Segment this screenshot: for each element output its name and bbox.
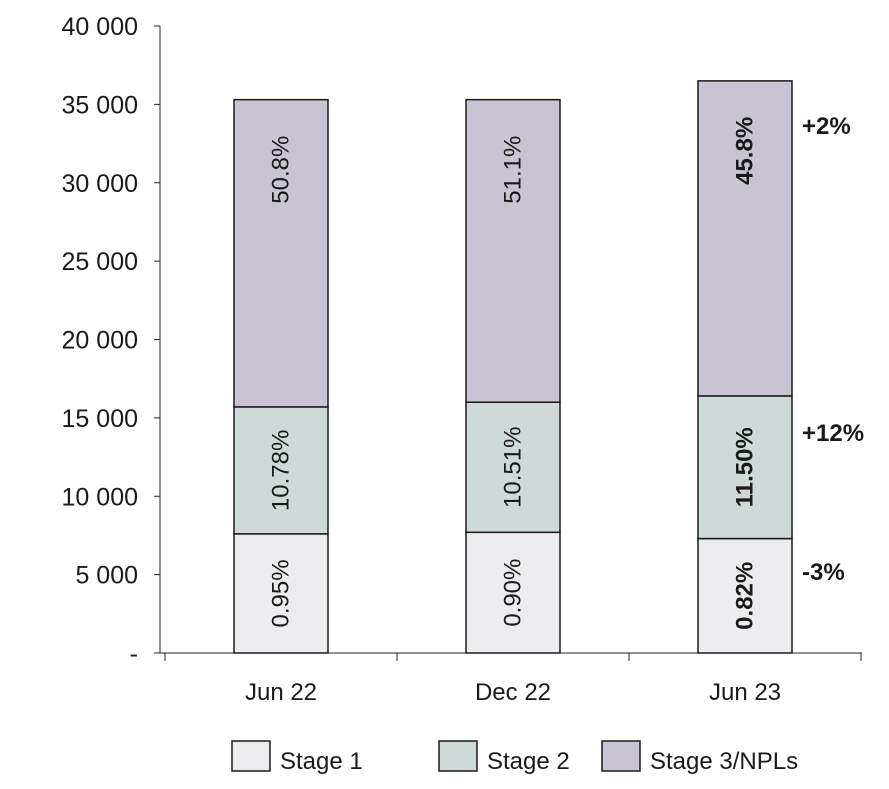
data-label: 10.78% — [268, 430, 295, 511]
legend-label: Stage 3/NPLs — [650, 748, 798, 775]
x-tick-label: Dec 22 — [475, 679, 551, 706]
bar-segment — [465, 531, 561, 654]
y-tick-label: 30 000 — [62, 170, 138, 198]
y-tick-label: 40 000 — [62, 13, 138, 41]
legend-label: Stage 1 — [280, 748, 363, 775]
y-tick-label: 25 000 — [62, 248, 138, 276]
y-tick-label: 10 000 — [62, 483, 138, 511]
bar-segment — [697, 80, 793, 397]
data-label: 0.90% — [500, 559, 527, 627]
y-tick-label: 5 000 — [75, 562, 138, 590]
bar-segment — [465, 401, 561, 534]
data-label: 11.50% — [732, 427, 759, 507]
x-tick-label: Jun 22 — [245, 679, 317, 706]
y-tick-label: - — [130, 640, 138, 668]
y-tick-label: 35 000 — [62, 91, 138, 119]
legend-label: Stage 2 — [487, 748, 570, 775]
bar-segment — [465, 98, 561, 403]
data-label: 50.8% — [268, 136, 295, 204]
data-label: 10.51% — [500, 427, 527, 508]
bar-segment — [233, 98, 329, 408]
bar-segment — [697, 395, 793, 540]
legend-swatch — [438, 740, 478, 772]
data-label: 0.95% — [268, 559, 295, 627]
data-label: 51.1% — [500, 136, 527, 204]
change-annotation: +12% — [802, 420, 864, 447]
data-label: 0.82% — [732, 562, 759, 630]
bar-segment — [233, 533, 329, 654]
change-annotation: -3% — [802, 559, 845, 586]
y-tick-label: 20 000 — [62, 327, 138, 355]
y-tick-label: 15 000 — [62, 405, 138, 433]
bar-segment — [233, 406, 329, 535]
legend-swatch — [601, 740, 641, 772]
data-label: 45.8% — [732, 117, 759, 185]
change-annotation: +2% — [802, 113, 851, 140]
legend-swatch — [231, 740, 271, 772]
x-tick-label: Jun 23 — [709, 679, 781, 706]
